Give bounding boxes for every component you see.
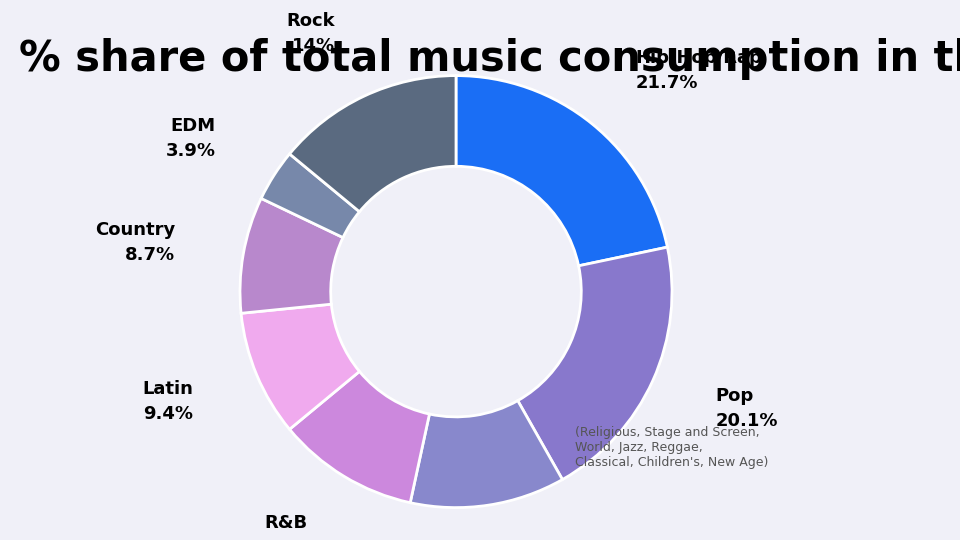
Text: EDM
3.9%: EDM 3.9% [166, 117, 216, 159]
Wedge shape [261, 154, 359, 238]
Wedge shape [290, 76, 456, 212]
Wedge shape [240, 198, 343, 313]
Text: Rock
14%: Rock 14% [286, 12, 335, 55]
Wedge shape [456, 76, 667, 266]
Wedge shape [290, 372, 429, 503]
Wedge shape [410, 401, 563, 508]
Text: % share of total music consumption in the US: % share of total music consumption in th… [19, 38, 960, 80]
Wedge shape [517, 247, 672, 480]
Wedge shape [241, 304, 359, 429]
Text: Pop
20.1%: Pop 20.1% [716, 387, 779, 430]
Text: Country
8.7%: Country 8.7% [95, 221, 175, 264]
Text: R&B
10.6%: R&B 10.6% [246, 514, 308, 540]
Text: (Religious, Stage and Screen,
World, Jazz, Reggae,
Classical, Children's, New Ag: (Religious, Stage and Screen, World, Jaz… [575, 426, 768, 469]
Text: Hip-Hop/Rap
21.7%: Hip-Hop/Rap 21.7% [636, 49, 762, 92]
Text: Latin
9.4%: Latin 9.4% [142, 380, 193, 423]
